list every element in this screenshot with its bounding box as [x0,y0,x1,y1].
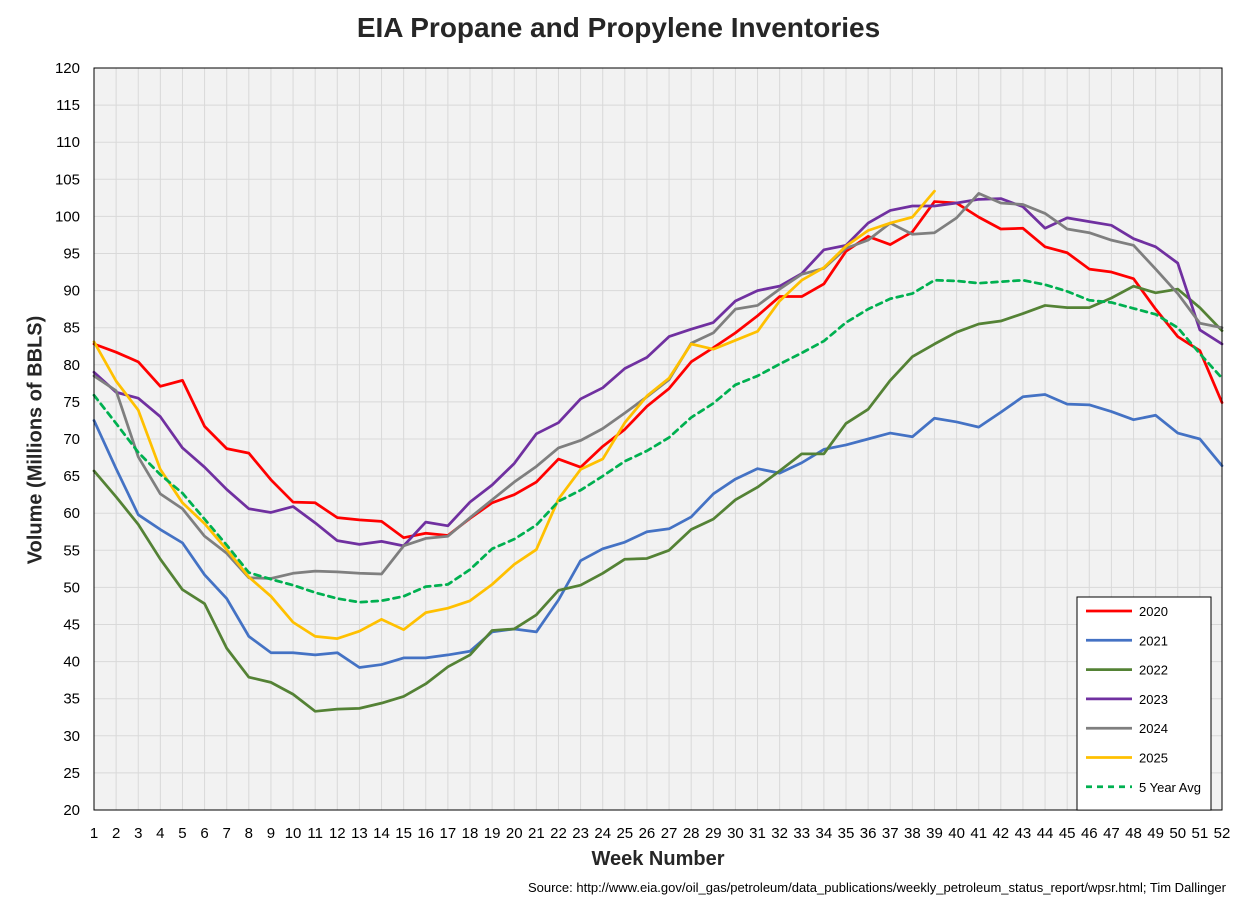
x-tick-label: 29 [705,825,722,842]
x-tick-label: 51 [1192,825,1209,842]
x-tick-label: 45 [1059,825,1076,842]
y-tick-label: 100 [55,208,80,225]
series-line-2020 [92,200,1224,540]
y-axis-label: Volume (Millions of BBLS) [24,315,47,565]
x-tick-label: 40 [948,825,965,842]
legend-label: 2021 [1139,633,1168,648]
y-tick-labels: 20 25 30 35 40 45 50 55 60 65 70 75 80 85 90 95 100 105 11… [55,60,80,819]
y-tick-label: 110 [56,134,80,151]
x-tick-label: 47 [1103,825,1120,842]
y-tick-label: 25 [63,765,80,782]
y-tick-label: 85 [63,320,80,337]
x-tick-label: 9 [267,825,275,842]
y-tick-label: 60 [63,505,80,522]
x-tick-label: 6 [200,825,208,842]
x-tick-label: 26 [639,825,656,842]
x-tick-label: 46 [1081,825,1098,842]
legend-label: 2024 [1139,721,1168,736]
x-tick-label: 25 [616,825,633,842]
y-tick-label: 105 [55,171,80,188]
y-tick-label: 80 [63,357,80,374]
x-tick-label: 20 [506,825,523,842]
x-tick-label: 18 [462,825,479,842]
x-tick-label: 30 [727,825,744,842]
x-tick-label: 12 [329,825,346,842]
y-tick-label: 75 [63,394,80,411]
x-tick-label: 34 [816,825,833,842]
x-tick-label: 1 [90,825,98,842]
plot-frame [93,67,1223,811]
x-tick-label: 23 [572,825,589,842]
gridlines [93,67,1223,811]
x-tick-label: 44 [1037,825,1054,842]
x-tick-label: 15 [395,825,412,842]
x-tick-label: 35 [838,825,855,842]
x-tick-label: 37 [882,825,899,842]
y-tick-label: 40 [63,654,80,671]
legend-label: 2025 [1139,751,1168,766]
x-tick-label: 32 [771,825,788,842]
y-tick-label: 30 [63,728,80,745]
x-tick-label: 5 [178,825,186,842]
x-tick-label: 19 [484,825,501,842]
legend-label: 5 Year Avg [1139,780,1201,795]
source-note: Source: http://www.eia.gov/oil_gas/petro… [527,880,1226,895]
x-tick-label: 8 [245,825,253,842]
series-line-2022 [92,284,1224,713]
x-tick-label: 43 [1015,825,1032,842]
y-tick-label: 55 [63,542,80,559]
x-tick-label: 42 [992,825,1009,842]
x-tick-label: 24 [594,825,611,842]
y-tick-label: 20 [63,802,80,819]
y-tick-label: 35 [63,691,80,708]
x-tick-label: 39 [926,825,943,842]
y-tick-label: 50 [63,579,80,596]
y-tick-label: 45 [63,617,80,634]
series-line-2025 [92,189,936,640]
legend-label: 2022 [1139,663,1168,678]
x-tick-label: 7 [223,825,231,842]
y-tick-label: 120 [55,60,80,77]
chart-title: EIA Propane and Propylene Inventories [356,12,881,43]
y-tick-label: 115 [56,97,80,114]
x-tick-label: 3 [134,825,142,842]
x-tick-label: 14 [373,825,390,842]
x-tick-label: 10 [285,825,302,842]
x-tick-labels: 1 2 3 4 5 6 7 8 9 10 11 12 13 14 15 16 17 18 19 20 21 22 23 24 2… [90,825,1231,842]
x-tick-label: 2 [112,825,120,842]
legend: 2020 2021 2022 2023 2024 2025 5 Year Avg [1076,596,1212,811]
x-tick-label: 13 [351,825,368,842]
x-tick-label: 52 [1214,825,1231,842]
legend-label: 2020 [1139,604,1168,619]
x-tick-label: 11 [307,825,323,842]
x-tick-label: 48 [1125,825,1142,842]
y-tick-label: 65 [63,468,80,485]
x-tick-label: 38 [904,825,921,842]
y-tick-label: 70 [63,431,80,448]
series-line-5-year-avg [92,278,1224,604]
x-axis-label: Week Number [591,848,725,870]
series-line-2023 [92,197,1224,548]
x-tick-label: 49 [1147,825,1164,842]
series-lines [92,189,1224,713]
y-tick-label: 95 [63,246,80,263]
x-tick-label: 28 [683,825,700,842]
x-tick-label: 33 [793,825,810,842]
x-tick-label: 36 [860,825,877,842]
x-tick-label: 31 [749,825,766,842]
x-tick-label: 4 [156,825,164,842]
x-tick-label: 50 [1169,825,1186,842]
x-tick-label: 27 [661,825,678,842]
legend-label: 2023 [1139,692,1168,707]
x-tick-label: 21 [528,825,545,842]
x-tick-label: 16 [417,825,434,842]
legend-box [1076,596,1212,811]
series-line-2021 [92,393,1224,669]
x-tick-label: 22 [550,825,567,842]
y-tick-label: 90 [63,283,80,300]
x-tick-label: 17 [440,825,457,842]
x-tick-label: 41 [970,825,987,842]
